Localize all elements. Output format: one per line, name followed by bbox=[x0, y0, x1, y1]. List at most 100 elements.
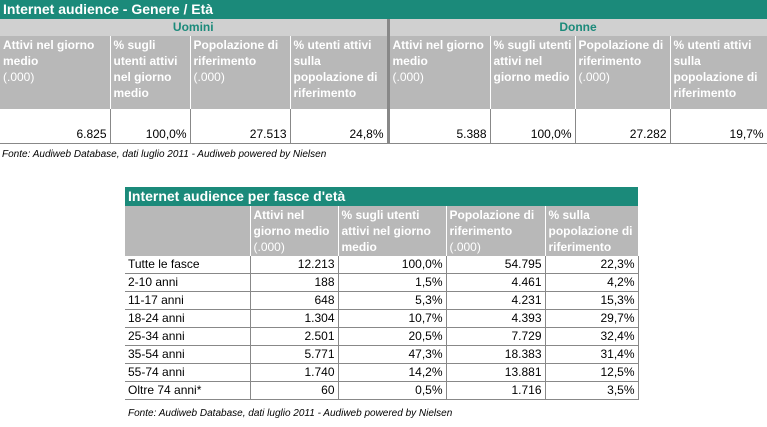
cell: 54.795 bbox=[446, 256, 546, 274]
age-table: Internet audience per fasce d'età Attivi … bbox=[125, 187, 639, 400]
data-row: 25-34 anni 2.501 20,5% 7.729 32,4% bbox=[125, 327, 639, 346]
cell: 20,5% bbox=[338, 327, 447, 346]
header-unit: (.000) bbox=[193, 70, 225, 84]
header-row: Attivi nel giorno medio (.000) % sugli ute… bbox=[0, 36, 767, 109]
source: Fonte: Audiweb Database, dati luglio 201… bbox=[2, 149, 327, 160]
header-text: Attivi nel giorno medio bbox=[253, 208, 330, 238]
header-text: Attivi nel giorno medio bbox=[3, 38, 95, 68]
cell: 32,4% bbox=[545, 327, 639, 346]
cell: 100,0% bbox=[490, 126, 576, 144]
cell: 12,5% bbox=[545, 363, 639, 382]
data-row: 2-10 anni 188 1,5% 4.461 4,2% bbox=[125, 273, 639, 292]
spacer bbox=[110, 109, 191, 126]
cell: 1.716 bbox=[446, 381, 546, 400]
header-cell: % utenti attivi sulla popolazione di rif… bbox=[290, 36, 389, 109]
data-row: 35-54 anni 5.771 47,3% 18.383 31,4% bbox=[125, 345, 639, 364]
header-unit: (.000) bbox=[392, 70, 424, 84]
cell: 1,5% bbox=[338, 273, 447, 292]
cell: 55-74 anni bbox=[125, 363, 251, 382]
cell: Oltre 74 anni* bbox=[125, 381, 251, 400]
title-row: Internet audience - Genere / Età bbox=[0, 0, 767, 19]
group: Donne bbox=[386, 19, 767, 36]
cell: 2.501 bbox=[250, 327, 339, 346]
cell: 188 bbox=[250, 273, 339, 292]
spacer bbox=[386, 109, 491, 126]
cell: Tutte le fasce bbox=[125, 256, 251, 274]
header-text: % utenti attivi sulla popolazione di rif… bbox=[673, 38, 758, 100]
cell: 4.393 bbox=[446, 309, 546, 328]
cell: 14,2% bbox=[338, 363, 447, 382]
header-text: % sulla popolazione di riferimento bbox=[548, 208, 633, 254]
cell: 4.461 bbox=[446, 273, 546, 292]
header-unit: (.000) bbox=[449, 240, 481, 254]
cell: 15,3% bbox=[545, 291, 639, 310]
cell: 13.881 bbox=[446, 363, 546, 382]
cell: 60 bbox=[250, 381, 339, 400]
header-cell: % sugli utenti attivi nel giorno medio bbox=[110, 36, 191, 109]
cell: 18.383 bbox=[446, 345, 546, 364]
data-row: 18-24 anni 1.304 10,7% 4.393 29,7% bbox=[125, 309, 639, 328]
data-row: 55-74 anni 1.740 14,2% 13.881 12,5% bbox=[125, 363, 639, 382]
cell: 100,0% bbox=[110, 126, 191, 144]
data-row: 6.825 100,0% 27.513 24,8% 5.388 100,0% 27.282 1… bbox=[0, 126, 767, 144]
data-row: Oltre 74 anni* 60 0,5% 1.716 3,5% bbox=[125, 381, 639, 400]
title-row: Internet audience per fasce d'età bbox=[125, 187, 639, 206]
cell: 25-34 anni bbox=[125, 327, 251, 346]
header-text: Popolazione di riferimento bbox=[578, 38, 664, 68]
cell: 2-10 anni bbox=[125, 273, 251, 292]
data-row: 11-17 anni 648 5,3% 4.231 15,3% bbox=[125, 291, 639, 310]
spacer bbox=[670, 109, 767, 126]
gender-table: Internet audience - Genere / Età Uomini Do… bbox=[0, 0, 767, 144]
header-unit: (.000) bbox=[3, 70, 35, 84]
spacer bbox=[190, 109, 291, 126]
cell: 100,0% bbox=[338, 256, 447, 274]
cell: 1.304 bbox=[250, 309, 339, 328]
header-cell: Popolazione di riferimento (.000) bbox=[446, 206, 546, 256]
cell: 29,7% bbox=[545, 309, 639, 328]
cell: 12.213 bbox=[250, 256, 339, 274]
header-cell: Popolazione di riferimento (.000) bbox=[190, 36, 291, 109]
header-row: Attivi nel giorno medio (.000) % sugli ute… bbox=[125, 206, 639, 256]
header-text: Popolazione di riferimento bbox=[449, 208, 535, 238]
cell: 5,3% bbox=[338, 291, 447, 310]
cell: 35-54 anni bbox=[125, 345, 251, 364]
cell: 31,4% bbox=[545, 345, 639, 364]
title: Internet audience per fasce d'età bbox=[125, 187, 639, 206]
cell: 10,7% bbox=[338, 309, 447, 328]
data-row: Tutte le fasce 12.213 100,0% 54.795 22,3% bbox=[125, 256, 639, 274]
cell: 11-17 anni bbox=[125, 291, 251, 310]
cell: 4,2% bbox=[545, 273, 639, 292]
spacer bbox=[0, 109, 111, 126]
header-text: % sugli utenti attivi nel giorno medio bbox=[341, 208, 431, 254]
cell: 0,5% bbox=[338, 381, 447, 400]
header-cell: Popolazione di riferimento (.000) bbox=[575, 36, 671, 109]
header-cell: % sugli utenti attivi nel giorno medio bbox=[338, 206, 447, 256]
header-text: % sugli utenti attivi nel giorno medio bbox=[493, 38, 572, 84]
header-cell: % sulla popolazione di riferimento bbox=[545, 206, 639, 256]
cell: 19,7% bbox=[670, 126, 767, 144]
cell: 18-24 anni bbox=[125, 309, 251, 328]
header-text: % utenti attivi sulla popolazione di rif… bbox=[293, 38, 378, 100]
cell: 1.740 bbox=[250, 363, 339, 382]
cell: 648 bbox=[250, 291, 339, 310]
spacer bbox=[490, 109, 576, 126]
cell: 27.282 bbox=[575, 126, 671, 144]
spacer-row bbox=[0, 109, 767, 126]
cell: 3,5% bbox=[545, 381, 639, 400]
title: Internet audience - Genere / Età bbox=[0, 0, 767, 19]
source: Fonte: Audiweb Database, dati luglio 201… bbox=[128, 408, 453, 419]
header-unit: (.000) bbox=[253, 240, 285, 254]
cell: 27.513 bbox=[190, 126, 291, 144]
cell: 7.729 bbox=[446, 327, 546, 346]
cell: 4.231 bbox=[446, 291, 546, 310]
header-cell: Attivi nel giorno medio (.000) bbox=[386, 36, 491, 109]
cell: 47,3% bbox=[338, 345, 447, 364]
header-cell: Attivi nel giorno medio (.000) bbox=[250, 206, 339, 256]
group-row: Uomini Donne bbox=[0, 19, 767, 36]
header-cell: Attivi nel giorno medio (.000) bbox=[0, 36, 111, 109]
spacer bbox=[290, 109, 389, 126]
group: Uomini bbox=[0, 19, 389, 36]
header-cell bbox=[125, 206, 251, 256]
cell: 5.388 bbox=[386, 126, 491, 144]
